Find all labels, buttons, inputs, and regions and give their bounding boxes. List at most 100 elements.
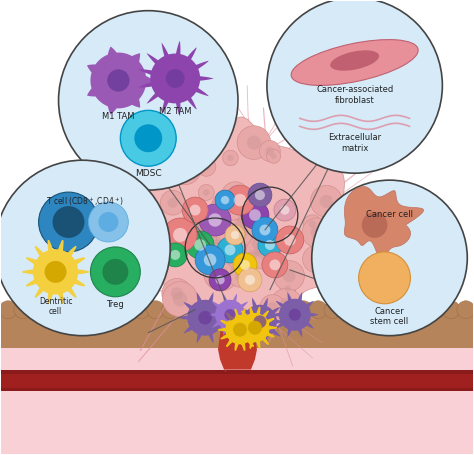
Circle shape [309,220,316,228]
Circle shape [194,239,206,251]
Circle shape [132,301,150,318]
Circle shape [252,217,278,243]
Circle shape [236,301,254,318]
Polygon shape [178,292,232,344]
Circle shape [225,185,255,215]
Circle shape [173,228,187,242]
Text: Dentritic
cell: Dentritic cell [39,297,73,316]
Circle shape [231,226,239,234]
Circle shape [265,147,274,156]
Circle shape [276,226,304,254]
Circle shape [198,311,212,324]
Circle shape [222,211,257,246]
Circle shape [280,298,293,311]
Circle shape [324,301,342,318]
Circle shape [14,301,32,318]
Bar [1,369,473,391]
Circle shape [222,252,235,265]
Circle shape [195,245,225,275]
Circle shape [181,222,188,228]
Circle shape [204,230,237,263]
Circle shape [271,153,276,159]
Circle shape [173,154,198,178]
Circle shape [237,226,248,238]
Circle shape [260,294,285,320]
Circle shape [186,231,214,259]
Circle shape [166,69,185,88]
Circle shape [233,253,257,277]
Circle shape [163,282,198,317]
Circle shape [310,253,322,265]
Circle shape [210,238,237,263]
Circle shape [362,212,387,238]
Circle shape [147,301,165,318]
Circle shape [246,234,281,269]
Circle shape [117,301,135,318]
Text: Cancer
stem cell: Cancer stem cell [370,307,409,326]
Circle shape [222,224,251,253]
Ellipse shape [330,51,379,71]
Circle shape [398,301,416,318]
Circle shape [256,244,271,259]
Circle shape [170,250,180,260]
Circle shape [310,227,323,239]
Circle shape [237,230,246,238]
Circle shape [289,308,301,321]
Circle shape [224,218,232,225]
Circle shape [218,245,229,256]
Circle shape [199,204,231,236]
Polygon shape [271,292,319,338]
Circle shape [134,124,162,152]
Circle shape [359,252,410,304]
Circle shape [319,195,333,208]
Circle shape [219,213,237,230]
Circle shape [368,301,386,318]
Circle shape [163,243,187,267]
Circle shape [38,192,99,252]
Circle shape [220,212,235,228]
Circle shape [215,190,235,210]
Circle shape [182,197,208,223]
Circle shape [177,217,192,233]
Text: Extracellular
matrix: Extracellular matrix [328,133,381,153]
Circle shape [253,247,262,256]
Circle shape [193,217,208,232]
Circle shape [163,218,197,252]
Circle shape [181,162,191,172]
Circle shape [226,220,253,247]
Circle shape [214,240,227,253]
Polygon shape [138,41,214,116]
Circle shape [88,301,106,318]
Circle shape [248,183,272,207]
Circle shape [0,301,17,318]
Circle shape [310,186,342,217]
Circle shape [354,301,372,318]
Circle shape [138,227,157,246]
Circle shape [247,136,261,150]
Polygon shape [235,298,285,346]
Circle shape [457,301,474,318]
Circle shape [191,301,209,318]
Circle shape [210,236,221,247]
Bar [1,310,473,454]
Text: Cancer-associated
fibroblast: Cancer-associated fibroblast [316,86,393,105]
Circle shape [225,244,236,255]
Circle shape [265,240,275,250]
Circle shape [216,275,225,284]
Circle shape [235,273,244,281]
Circle shape [274,199,296,221]
Circle shape [216,217,231,233]
Circle shape [165,246,173,254]
Circle shape [58,301,76,318]
Circle shape [250,301,268,318]
Circle shape [191,218,210,237]
Circle shape [312,180,467,336]
Text: Treg: Treg [107,300,124,309]
Circle shape [246,209,254,217]
Circle shape [284,285,291,292]
Circle shape [176,301,194,318]
Polygon shape [233,307,276,349]
Circle shape [221,182,249,210]
Circle shape [228,218,256,246]
Circle shape [53,206,84,238]
